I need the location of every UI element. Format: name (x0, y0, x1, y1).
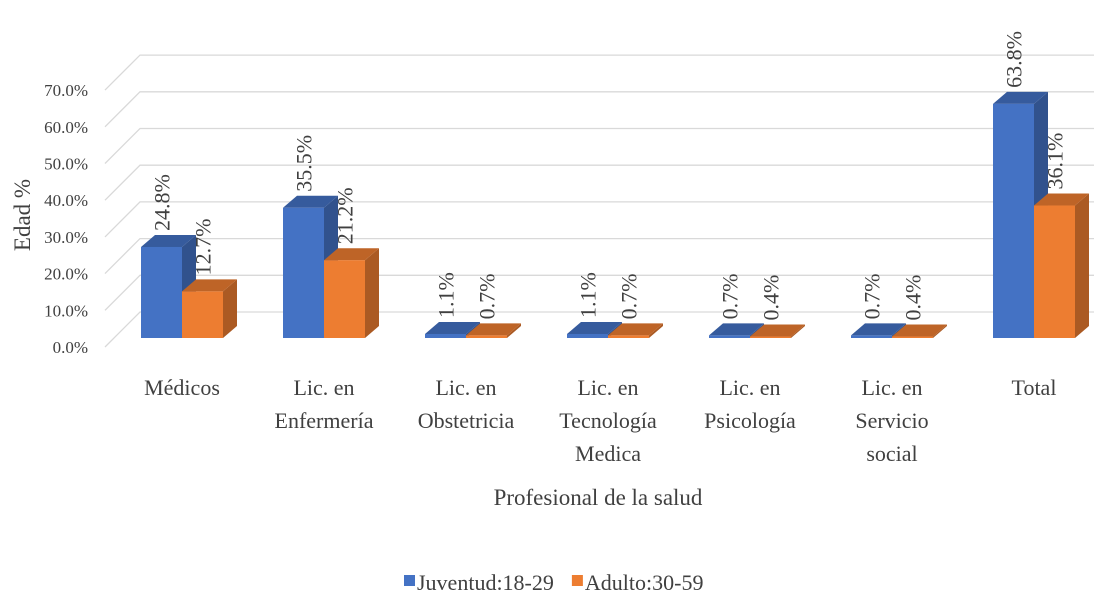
x-tick-label: Lic. en Tecnología Medica (559, 375, 657, 466)
bar (608, 335, 649, 338)
legend-label: Adulto:30-59 (585, 570, 704, 595)
value-label: 0.4% (759, 275, 784, 321)
grid-line (104, 274, 1094, 311)
bar (425, 333, 466, 338)
value-label: 1.1% (576, 272, 601, 318)
bar-side (791, 324, 805, 338)
value-label: 0.4% (901, 275, 926, 321)
value-label: 12.7% (191, 219, 216, 276)
bar-top (182, 279, 237, 292)
x-tick-line: Obstetricia (418, 408, 515, 433)
bar-side (1075, 193, 1089, 338)
bar-top (892, 324, 947, 337)
value-label: 21.2% (333, 187, 358, 244)
bar (1034, 205, 1075, 338)
value-label: 24.8% (150, 174, 175, 231)
x-tick-line: Servicio (855, 408, 928, 433)
bar (141, 246, 182, 338)
bar-top (1034, 193, 1089, 206)
x-tick-line: Médicos (144, 375, 220, 400)
bar-top (466, 323, 521, 336)
bar-top (425, 321, 480, 334)
bar-side (507, 323, 521, 338)
grid-line (104, 164, 1094, 201)
value-label: 0.7% (860, 274, 885, 320)
legend-swatch (404, 575, 415, 586)
y-tick-label: 30.0% (44, 228, 88, 247)
bar-top (709, 323, 764, 336)
grid-line (104, 201, 1094, 238)
y-tick-label: 10.0% (44, 301, 88, 320)
x-tick-line: Lic. en (719, 375, 780, 400)
bar-side (223, 279, 237, 338)
x-tick-line: Total (1012, 375, 1057, 400)
x-tick-line: Psicología (704, 408, 796, 433)
value-label: 35.5% (292, 135, 317, 192)
x-tick-line: Tecnología (559, 408, 657, 433)
x-tick-label: Lic. en Psicología (704, 375, 796, 433)
bar-top (283, 195, 338, 208)
x-axis-title: Profesional de la salud (494, 485, 703, 510)
x-tick-line: social (866, 441, 917, 466)
value-label: 63.8% (1002, 31, 1027, 88)
value-label: 1.1% (434, 272, 459, 318)
bar (466, 335, 507, 338)
bar-top (141, 234, 196, 247)
y-tick-label: 0.0% (53, 338, 88, 357)
bar (993, 103, 1034, 338)
grid-line (104, 127, 1094, 164)
value-label: 36.1% (1043, 133, 1068, 190)
grid-line (104, 91, 1094, 128)
x-tick-line: Lic. en (861, 375, 922, 400)
bar-side (649, 323, 663, 338)
x-tick-label: Total (1012, 375, 1057, 400)
bar-top (324, 248, 379, 261)
x-tick-label: Lic. en Obstetricia (418, 375, 515, 433)
value-label: 0.7% (617, 274, 642, 320)
bar (892, 336, 933, 338)
legend-label: Juventud:18-29 (417, 570, 554, 595)
bar-side (933, 324, 947, 338)
bar (324, 260, 365, 338)
x-tick-label: Lic. en Enfermería (275, 375, 374, 433)
x-tick-label: Médicos (144, 375, 220, 400)
bar-top (608, 323, 663, 336)
y-axis-title: Edad % (10, 179, 35, 251)
x-tick-line: Medica (575, 441, 641, 466)
grid-line (104, 237, 1094, 275)
x-tick-line: Lic. en (293, 375, 354, 400)
grid-line (104, 311, 1094, 348)
y-tick-label: 60.0% (44, 118, 88, 137)
legend-swatch (571, 575, 583, 586)
bar-top (567, 321, 622, 334)
y-tick-label: 50.0% (44, 155, 88, 174)
y-tick-label: 70.0% (44, 81, 88, 100)
bar (182, 291, 223, 338)
bar (709, 335, 750, 338)
x-tick-label: Lic. en Servicio social (855, 375, 928, 466)
x-tick-line: Enfermería (275, 408, 374, 433)
bar-top (993, 91, 1048, 104)
bar (750, 336, 791, 338)
bar (567, 333, 608, 338)
bar (283, 207, 324, 338)
x-tick-line: Lic. en (577, 375, 638, 400)
x-tick-line: Lic. en (435, 375, 496, 400)
y-tick-label: 20.0% (44, 265, 88, 284)
bar-side (365, 248, 379, 338)
grid-line (104, 54, 1094, 91)
bar-top (750, 324, 805, 337)
value-label: 0.7% (475, 274, 500, 320)
value-label: 0.7% (718, 274, 743, 320)
bar-top (851, 323, 906, 336)
y-tick-label: 40.0% (44, 191, 88, 210)
bar (851, 335, 892, 338)
